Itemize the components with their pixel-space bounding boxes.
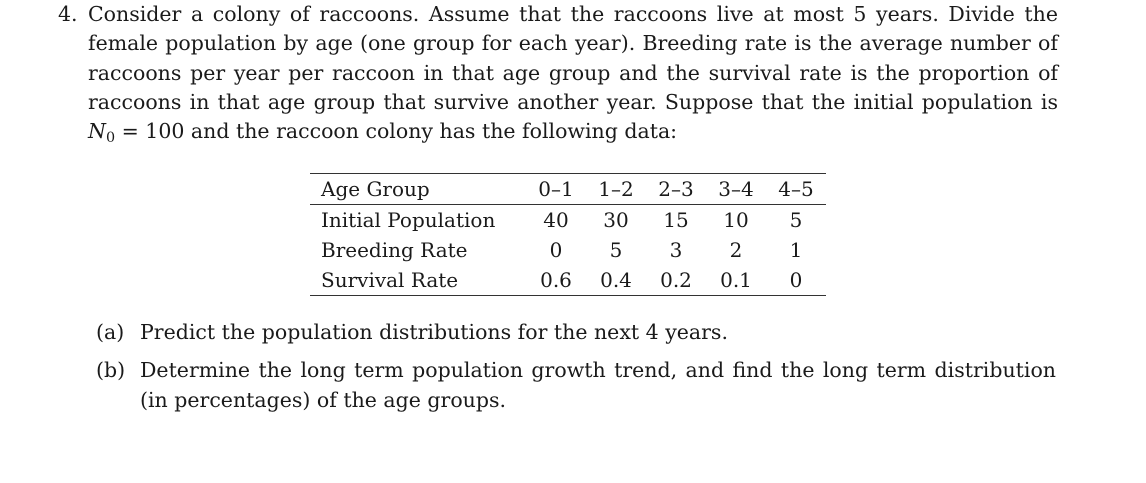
table-cell: 30 [603, 208, 629, 232]
table-cell: 0 [766, 265, 826, 296]
table-row-initial-population: Initial Population 40 30 15 10 5 [310, 205, 826, 236]
table-cell: 5 [609, 238, 623, 262]
raccoon-data-table: Age Group 0–1 1–2 2–3 3–4 4–5 Initial Po… [310, 173, 826, 296]
table-cell: 0–1 [526, 173, 586, 205]
part-a: (a) Predict the population distributions… [96, 318, 1056, 347]
part-b-line-1: Determine the long term population growt… [140, 358, 1056, 383]
table-cell: 1–2 [586, 173, 646, 205]
table-cell: 0.2 [646, 265, 706, 296]
problem-line-5: N0 = 100 and the raccoon colony has the … [88, 117, 1058, 146]
table-cell: 15 [663, 208, 689, 232]
table-row-age-group: Age Group 0–1 1–2 2–3 3–4 4–5 [310, 173, 826, 205]
row-label: Age Group [310, 173, 526, 205]
question-parts: (a) Predict the population distributions… [96, 318, 1056, 424]
problem-line-4: raccoons in that age group that survive … [88, 89, 1058, 114]
part-b-line-2: (in percentages) of the age groups. [140, 387, 507, 412]
row-label: Initial Population [321, 208, 496, 232]
part-label: (a) [96, 320, 125, 344]
part-a-line-1: Predict the population distributions for… [140, 320, 728, 344]
row-label: Survival Rate [310, 265, 526, 296]
initial-population-symbol: N0 [88, 119, 116, 147]
table-cell: 0.4 [586, 265, 646, 296]
table-row-survival-rate: Survival Rate 0.6 0.4 0.2 0.1 0 [310, 265, 826, 296]
problem-line-2: female population by age (one group for … [88, 31, 1058, 56]
table-cell: 1 [789, 238, 803, 262]
table-cell: 0.1 [706, 265, 766, 296]
table-cell: 4–5 [766, 173, 826, 205]
table-row-breeding-rate: Breeding Rate 0 5 3 2 1 [310, 235, 826, 265]
problem-statement: 4. Consider a colony of raccoons. Assume… [58, 0, 1058, 146]
problem-number: 4. [58, 2, 78, 26]
row-label: Breeding Rate [321, 238, 468, 262]
table-cell: 2 [729, 238, 743, 262]
problem-line-5-text: = 100 and the raccoon colony has the fol… [115, 119, 678, 144]
table-cell: 0.6 [526, 265, 586, 296]
table-cell: 3–4 [706, 173, 766, 205]
problem-line-3: raccoons per year per raccoon in that ag… [88, 60, 1058, 85]
table-cell: 0 [549, 238, 563, 262]
problem-paragraph: 4. Consider a colony of raccoons. Assume… [58, 0, 1058, 146]
table-cell: 40 [543, 208, 569, 232]
table-cell: 5 [789, 208, 803, 232]
part-b: (b) Determine the long term population g… [96, 356, 1056, 415]
part-label: (b) [96, 358, 126, 383]
problem-line-1: Consider a colony of raccoons. Assume th… [88, 2, 1058, 26]
table-cell: 2–3 [646, 173, 706, 205]
table-cell: 10 [723, 208, 749, 232]
table-cell: 3 [669, 238, 683, 262]
